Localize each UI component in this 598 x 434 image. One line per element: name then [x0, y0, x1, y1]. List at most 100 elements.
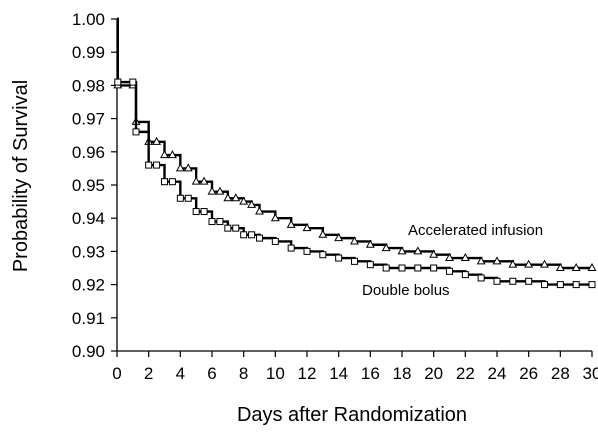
x-axis-title: Days after Randomization [237, 404, 467, 426]
data-point-double-bolus [176, 194, 184, 202]
data-point-double-bolus [208, 218, 216, 226]
data-point-accelerated-infusion [540, 259, 549, 268]
data-point-accelerated-infusion [476, 256, 486, 265]
y-axis-ticks: 0.90 0.91 0.92 0.93 0.94 0.95 0.96 0.97 0.98 0.99… [72, 10, 117, 361]
x-tick-label: 22 [456, 364, 475, 383]
data-point-double-bolus [132, 128, 140, 136]
x-tick-label: 24 [488, 364, 507, 383]
data-point-accelerated-infusion [492, 256, 502, 265]
data-point-accelerated-infusion [183, 163, 193, 172]
data-point-double-bolus [161, 178, 168, 186]
data-point-accelerated-infusion [587, 262, 597, 271]
data-point-accelerated-infusion [175, 163, 185, 172]
x-tick-label: 12 [298, 364, 317, 383]
data-point-double-bolus [216, 218, 224, 226]
annotation-double-bolus: Double bolus [362, 282, 450, 299]
data-point-accelerated-infusion [302, 223, 312, 232]
data-point-accelerated-infusion [191, 176, 201, 185]
data-point-accelerated-infusion [160, 150, 169, 159]
data-point-double-bolus [256, 234, 263, 242]
data-point-double-bolus [153, 161, 161, 169]
data-point-double-bolus [248, 231, 256, 239]
x-tick-label: 20 [424, 364, 443, 383]
data-point-double-bolus [461, 271, 469, 279]
data-point-accelerated-infusion [365, 239, 375, 248]
data-point-double-bolus [232, 224, 240, 232]
data-point-accelerated-infusion [223, 193, 233, 202]
series-double-bolus [114, 17, 596, 289]
data-point-double-bolus [382, 264, 390, 272]
data-point-double-bolus [493, 277, 501, 285]
y-tick-label: 0.90 [72, 342, 105, 361]
data-point-accelerated-infusion [350, 236, 359, 245]
data-point-double-bolus [414, 264, 422, 272]
series-accelerated-infusion [113, 17, 597, 271]
data-point-double-bolus [351, 257, 358, 265]
data-point-double-bolus [287, 244, 295, 252]
data-point-accelerated-infusion [397, 246, 407, 255]
y-tick-label: 0.94 [72, 209, 105, 228]
data-point-accelerated-infusion [334, 233, 344, 242]
data-point-double-bolus [168, 178, 176, 186]
data-point-double-bolus [184, 194, 192, 202]
x-axis-ticks: 0 2 4 6 8 10 12 14 16 18 20 22 24 26 28 30 [112, 351, 598, 383]
data-point-accelerated-infusion [239, 196, 249, 205]
data-point-double-bolus [509, 277, 517, 285]
x-tick-label: 18 [393, 364, 412, 383]
y-tick-label: 0.95 [72, 176, 105, 195]
data-point-double-bolus [588, 281, 596, 289]
x-tick-label: 14 [329, 364, 348, 383]
data-point-accelerated-infusion [318, 229, 328, 238]
y-tick-label: 0.91 [72, 309, 105, 328]
y-tick-label: 0.93 [72, 242, 105, 261]
x-tick-label: 30 [583, 364, 598, 383]
data-point-double-bolus [477, 274, 485, 282]
data-point-accelerated-infusion [286, 219, 296, 228]
x-tick-label: 8 [239, 364, 248, 383]
data-point-accelerated-infusion [231, 193, 241, 202]
y-tick-label: 0.92 [72, 276, 105, 295]
y-tick-label: 0.98 [72, 76, 105, 95]
x-tick-label: 2 [144, 364, 153, 383]
data-point-double-bolus [398, 264, 406, 272]
x-tick-label: 16 [361, 364, 380, 383]
series-layer [113, 17, 597, 289]
y-tick-label: 1.00 [72, 10, 105, 29]
data-point-double-bolus [556, 281, 564, 289]
data-point-accelerated-infusion [508, 259, 518, 268]
data-point-accelerated-infusion [555, 262, 565, 271]
data-point-accelerated-infusion [270, 213, 280, 222]
x-tick-label: 6 [207, 364, 216, 383]
data-point-double-bolus [572, 281, 580, 289]
data-point-double-bolus [335, 254, 343, 262]
x-tick-label: 28 [551, 364, 570, 383]
data-point-double-bolus [114, 78, 122, 86]
data-point-accelerated-infusion [152, 136, 162, 145]
data-point-double-bolus [224, 224, 232, 232]
data-point-double-bolus [200, 208, 208, 216]
data-point-accelerated-infusion [460, 253, 470, 262]
data-point-accelerated-infusion [247, 199, 257, 208]
data-point-accelerated-infusion [524, 259, 534, 268]
data-point-double-bolus [240, 231, 248, 239]
data-point-double-bolus [525, 277, 533, 285]
data-point-double-bolus [145, 161, 153, 169]
data-point-double-bolus [271, 237, 279, 245]
data-point-accelerated-infusion [381, 243, 391, 252]
x-tick-label: 26 [519, 364, 538, 383]
data-point-double-bolus [192, 208, 200, 216]
y-tick-label: 0.97 [72, 110, 105, 129]
y-tick-label: 0.96 [72, 143, 105, 162]
data-point-double-bolus [129, 78, 137, 86]
data-point-double-bolus [446, 267, 453, 275]
data-point-double-bolus [319, 251, 327, 259]
data-point-accelerated-infusion [199, 176, 209, 185]
x-tick-label: 10 [266, 364, 285, 383]
data-point-accelerated-infusion [255, 206, 264, 215]
y-tick-label: 0.99 [72, 43, 105, 62]
axes [116, 19, 592, 352]
x-tick-label: 0 [112, 364, 121, 383]
annotation-accelerated-infusion: Accelerated infusion [408, 222, 543, 239]
series-line-double-bolus [116, 17, 592, 286]
